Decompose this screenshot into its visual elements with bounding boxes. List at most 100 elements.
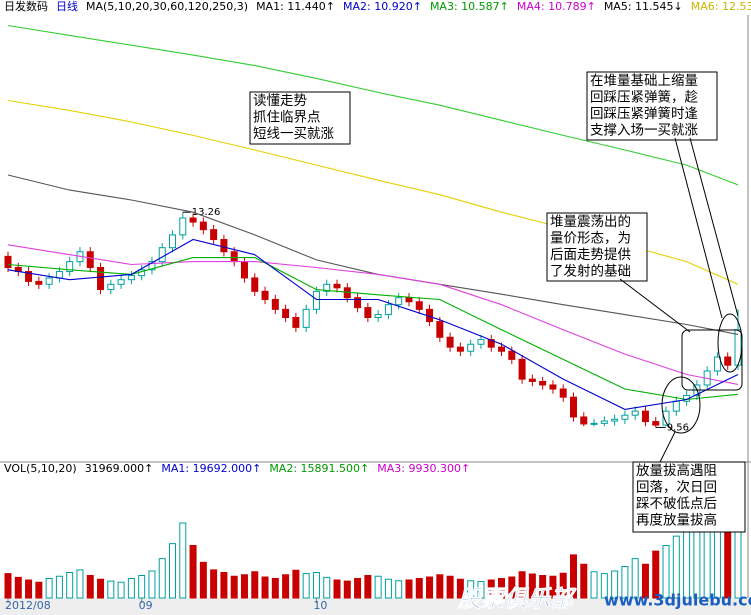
volume-bar xyxy=(436,574,444,599)
header-label: MA1: 19692.000↑ xyxy=(161,462,261,475)
annotation-text: 在堆量基础上缩量 xyxy=(590,72,698,89)
candle-body xyxy=(158,247,166,263)
annotation-text: 堆量震荡出的 xyxy=(550,214,631,230)
header-label: 日线 xyxy=(56,0,78,13)
callout-box xyxy=(681,329,743,391)
annotation-text: 了发射的基础 xyxy=(550,263,631,280)
volume-bar xyxy=(477,581,485,599)
candle-body xyxy=(169,234,177,249)
volume-bar xyxy=(569,554,577,599)
watermark-logo: 股票俱乐部 xyxy=(457,587,577,613)
header-label: MA2: 10.920↑ xyxy=(343,0,422,13)
header-label: 31969.000↑ xyxy=(85,462,154,475)
annotation-box xyxy=(249,91,351,145)
volume-bar xyxy=(600,573,608,599)
volume-bar xyxy=(549,575,557,599)
volume-bar xyxy=(66,572,74,599)
candle-body xyxy=(498,346,506,352)
volume-bar xyxy=(107,580,115,599)
candle-body xyxy=(672,400,680,412)
volume-bar xyxy=(210,569,218,599)
volume-bar xyxy=(230,575,238,599)
candle-body xyxy=(45,277,53,285)
header-label: MA4: 10.789↑ xyxy=(517,0,596,13)
candle-body xyxy=(127,275,135,281)
candle-body xyxy=(189,217,197,223)
callout-shapes xyxy=(619,137,743,463)
volume-bar xyxy=(652,550,660,599)
candle-body xyxy=(477,339,485,345)
volume-bar xyxy=(374,575,382,599)
volume-bar xyxy=(415,578,423,599)
volume-bar xyxy=(641,563,649,599)
candle-body xyxy=(374,314,382,318)
candle-body xyxy=(641,410,649,423)
volume-bar xyxy=(199,561,207,599)
candle-body xyxy=(395,297,403,306)
header-label: 日发数码 xyxy=(4,0,48,13)
candle-body xyxy=(199,221,207,231)
candle-body xyxy=(333,283,341,289)
volume-bar xyxy=(395,580,403,599)
candle-body xyxy=(611,418,619,422)
volume-bar xyxy=(220,572,228,599)
candle-body xyxy=(282,308,290,318)
volume-bar xyxy=(333,579,341,599)
candle-body xyxy=(467,343,475,352)
volume-bar xyxy=(580,563,588,599)
candle-body xyxy=(302,308,310,328)
annotation-text: 抓住临界点 xyxy=(253,110,321,126)
callout-leader xyxy=(674,137,723,319)
candle-body xyxy=(261,290,269,300)
volume-bar xyxy=(467,580,475,599)
candle-body xyxy=(354,297,362,309)
volume-bar xyxy=(282,574,290,599)
volume-bar xyxy=(189,545,197,599)
candle-body xyxy=(97,266,105,291)
candle-body xyxy=(569,396,577,418)
annotation-text: 量价形态，为 xyxy=(550,231,631,247)
volume-bar xyxy=(292,569,300,599)
candle-body xyxy=(580,416,588,425)
volume-bar xyxy=(76,569,84,599)
annotation-box xyxy=(632,461,746,533)
annotation-text: 踩不破低点后 xyxy=(636,496,717,512)
volume-bar xyxy=(539,575,547,599)
volume-bar xyxy=(559,572,567,599)
volume-bar xyxy=(14,576,22,599)
candle-body xyxy=(713,356,721,372)
volume-bar xyxy=(86,575,94,599)
candle-body xyxy=(323,283,331,292)
volume-bar xyxy=(127,578,135,599)
candle-body xyxy=(312,290,320,310)
candle-body xyxy=(508,350,516,360)
volume-bar xyxy=(611,570,619,599)
candle-body xyxy=(724,356,732,366)
ma-line xyxy=(7,238,739,410)
volume-bar xyxy=(446,575,454,599)
volume-bar xyxy=(251,571,259,599)
candle-body xyxy=(528,378,536,382)
candle-body xyxy=(251,277,259,292)
annotation-text: 回踩压紧弹簧时逢 xyxy=(590,106,698,122)
candle-body xyxy=(559,388,567,398)
volume-bar xyxy=(97,578,105,599)
candle-body xyxy=(456,346,464,352)
ma-line xyxy=(7,244,739,385)
volume-bar xyxy=(323,576,331,599)
volume-bar xyxy=(240,574,248,599)
volume-bar xyxy=(45,578,53,599)
annotation-text: 支撑入场一买就涨 xyxy=(590,123,698,139)
candle-body xyxy=(107,283,115,291)
volume-bar xyxy=(179,522,187,599)
header-label: MA(5,10,20,30,60,120,250,3) xyxy=(86,0,248,13)
candle-body xyxy=(590,422,598,425)
header-label: MA2: 15891.500↑ xyxy=(269,462,369,475)
annotation-text: 再度放量拔高 xyxy=(636,512,717,529)
candle-body xyxy=(210,229,218,241)
header-label: MA3: 10.587↑ xyxy=(430,0,509,13)
callout-leader xyxy=(659,431,676,463)
candle-body xyxy=(405,297,413,303)
candle-body xyxy=(240,261,248,279)
